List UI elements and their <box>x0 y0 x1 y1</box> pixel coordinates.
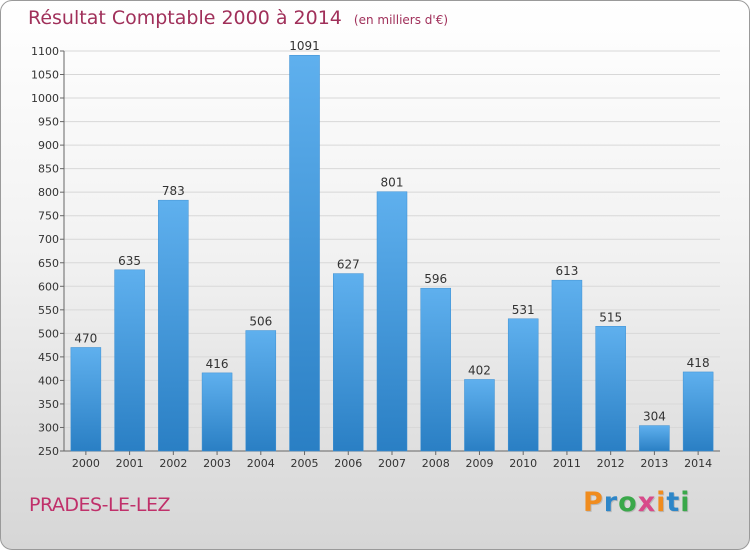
x-axis: 2000 2001 2002 2003 2004 2005 2006 2007 2008 2009… <box>64 450 720 470</box>
bar-2014 <box>682 371 714 452</box>
x-tick-label-2008: 2008 <box>422 457 450 470</box>
data-label-2012: 515 <box>599 310 622 324</box>
y-tick-label-650: 650 <box>38 257 59 270</box>
x-tick-label-2013: 2013 <box>640 457 668 470</box>
y-tick-label-1100: 1100 <box>31 45 59 58</box>
x-tick-label-2009: 2009 <box>465 457 493 470</box>
town-name: PRADES-LE-LEZ <box>29 494 171 516</box>
data-label-2003: 416 <box>206 357 229 371</box>
y-tick-label-600: 600 <box>38 280 59 293</box>
x-tick-label-2001: 2001 <box>116 457 144 470</box>
x-tick-label-2000: 2000 <box>72 457 100 470</box>
title-text: Résultat Comptable 2000 à 2014 <box>28 7 342 29</box>
data-label-2008: 596 <box>424 272 447 286</box>
bar-2012 <box>595 326 626 452</box>
y-tick-label-950: 950 <box>38 116 59 129</box>
y-tick-label-400: 400 <box>38 374 59 387</box>
data-label-2014: 418 <box>687 356 710 370</box>
bar-2002 <box>158 199 189 452</box>
x-tick-label-2003: 2003 <box>203 457 231 470</box>
data-label-2013: 304 <box>643 410 666 424</box>
y-axis: 250 300 350 400 450 500 550 600 650 700 750 800 850 9… <box>31 45 65 458</box>
y-tick-label-500: 500 <box>38 327 59 340</box>
chart-title: Résultat Comptable 2000 à 2014 (en millie… <box>28 7 448 29</box>
bar-2009 <box>464 379 495 452</box>
bars <box>70 54 714 452</box>
x-tick-label-2012: 2012 <box>597 457 625 470</box>
data-label-2002: 783 <box>162 184 185 198</box>
bar-2004 <box>245 330 277 452</box>
data-label-2011: 613 <box>555 264 578 278</box>
data-label-2009: 402 <box>468 363 491 377</box>
title-unit: (en milliers d'€) <box>353 13 449 27</box>
y-tick-label-800: 800 <box>38 186 59 199</box>
x-tick-label-2004: 2004 <box>247 457 275 470</box>
data-label-2005: 1091 <box>289 39 320 53</box>
data-label-2001: 635 <box>118 254 141 268</box>
bar-2008 <box>420 287 451 452</box>
y-tick-label-300: 300 <box>38 421 59 434</box>
bar-2000 <box>70 347 102 452</box>
data-label-2000: 470 <box>74 331 97 345</box>
data-label-2006: 627 <box>337 258 360 272</box>
bar-2003 <box>201 372 233 452</box>
y-tick-label-1050: 1050 <box>31 69 59 82</box>
data-label-2004: 506 <box>249 315 272 329</box>
y-tick-label-250: 250 <box>38 445 59 458</box>
x-tick-label-2014: 2014 <box>684 457 712 470</box>
data-label-2007: 801 <box>381 176 404 190</box>
bar-2011 <box>551 279 583 452</box>
y-tick-label-750: 750 <box>38 210 59 223</box>
x-tick-label-2011: 2011 <box>553 457 581 470</box>
x-tick-label-2002: 2002 <box>159 457 187 470</box>
y-tick-label-350: 350 <box>38 398 59 411</box>
data-labels: 470 635 783 416 506 1091 627 801 596 402 531 613 515… <box>74 39 709 423</box>
bar-2010 <box>507 318 539 452</box>
y-tick-label-700: 700 <box>38 233 59 246</box>
y-tick-label-1000: 1000 <box>31 92 59 105</box>
y-tick-label-850: 850 <box>38 163 59 176</box>
y-tick-label-550: 550 <box>38 304 59 317</box>
x-tick-label-2007: 2007 <box>378 457 406 470</box>
bar-2013 <box>639 425 670 452</box>
x-tick-label-2005: 2005 <box>291 457 319 470</box>
bar-2006 <box>333 273 364 452</box>
bar-2005 <box>289 54 320 452</box>
bar-2007 <box>376 191 408 452</box>
data-label-2010: 531 <box>512 303 535 317</box>
y-tick-label-900: 900 <box>38 139 59 152</box>
x-tick-label-2010: 2010 <box>509 457 537 470</box>
proxiti-logo[interactable]: Proxiti <box>583 487 691 518</box>
x-tick-label-2006: 2006 <box>334 457 362 470</box>
bar-2001 <box>114 269 145 452</box>
y-tick-label-450: 450 <box>38 351 59 364</box>
